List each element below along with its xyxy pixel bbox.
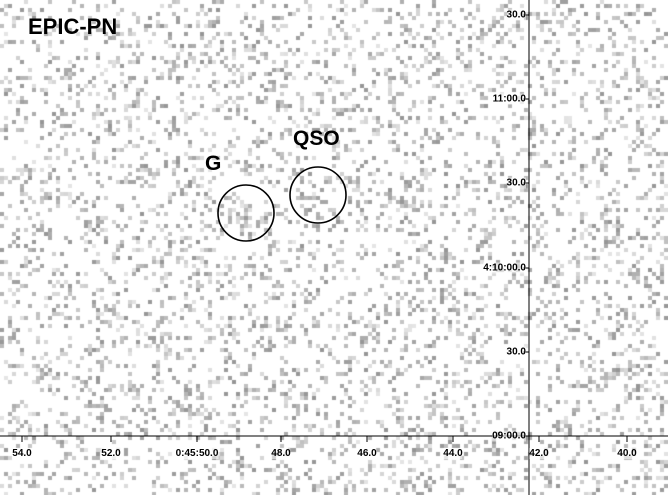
dec-tick-label: 30.0 <box>506 9 526 21</box>
dec-tick-label: 30.0 <box>506 177 526 189</box>
qso-region-circle <box>289 166 347 224</box>
ra-tick-marks <box>21 436 628 442</box>
dec-tick-label: 30.0 <box>506 346 526 358</box>
ra-tick-label: 52.0 <box>101 448 121 459</box>
ra-tick-label: 40.0 <box>617 448 637 459</box>
dec-tick-label: 11:00.0 <box>492 93 526 105</box>
ra-tick-label: 54.0 <box>12 448 32 459</box>
dec-tick-marks <box>523 14 529 437</box>
panel-title: EPIC-PN <box>28 14 118 39</box>
dec-tick-label: 09:00.0 <box>492 430 526 442</box>
source-label-qso: QSO <box>293 127 340 150</box>
dec-tick-label: 4:10:00.0 <box>483 262 526 274</box>
source-label-galaxy: G <box>205 152 222 175</box>
ra-tick-label: 44.0 <box>443 448 463 459</box>
ra-tick-label: 0:45:50.0 <box>175 448 219 459</box>
ra-tick-label: 42.0 <box>529 448 549 459</box>
galaxy-region-circle <box>217 184 275 242</box>
ra-tick-label: 48.0 <box>271 448 291 459</box>
ra-tick-label: 46.0 <box>357 448 377 459</box>
